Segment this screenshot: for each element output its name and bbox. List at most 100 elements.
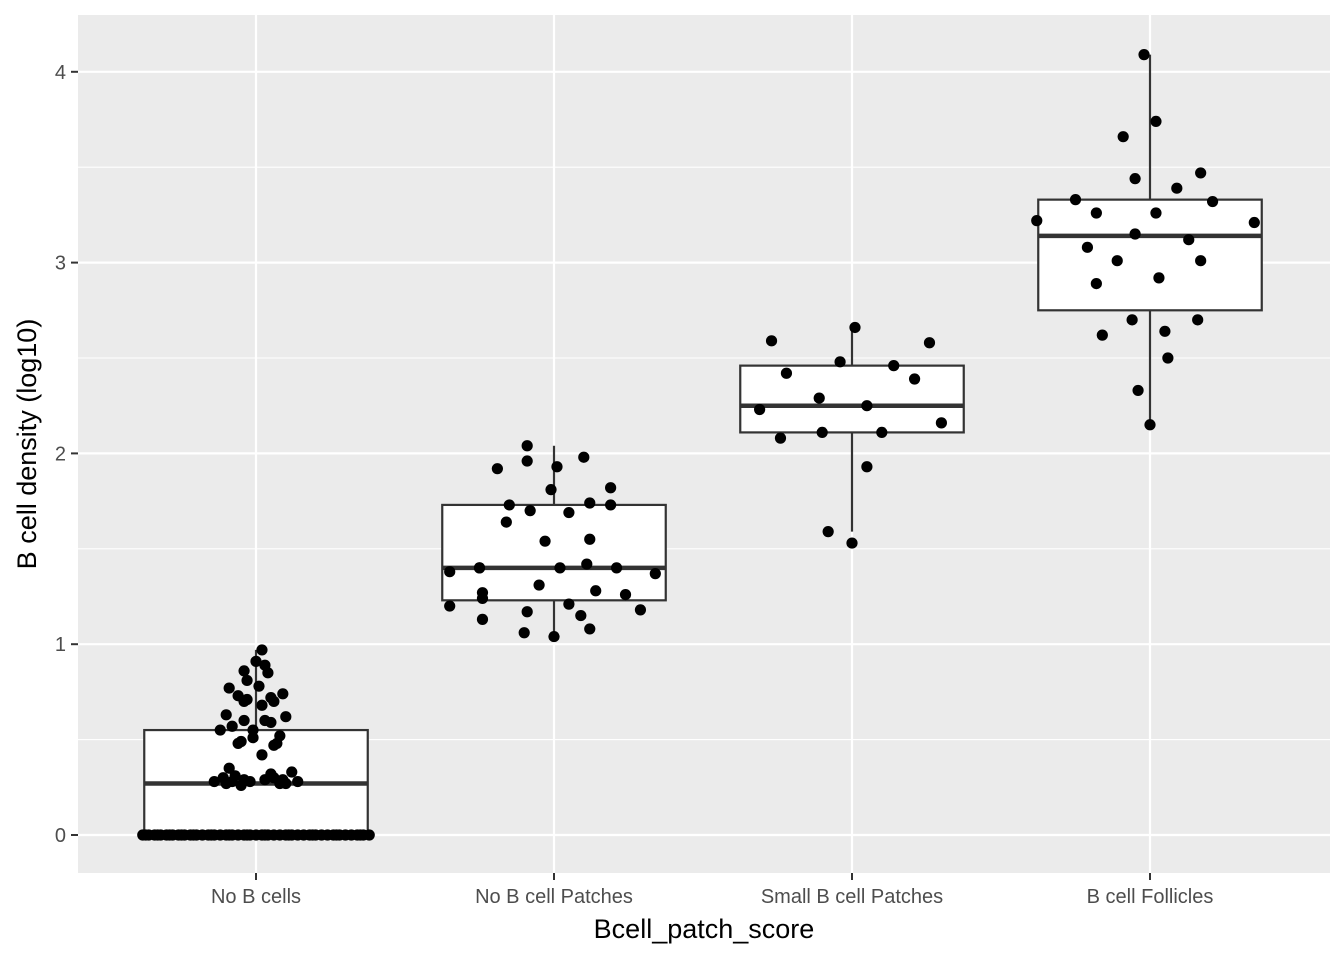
data-point — [581, 558, 593, 570]
box-3 — [739, 327, 965, 532]
data-point — [307, 829, 319, 841]
data-point — [610, 562, 623, 574]
points-layer — [137, 49, 1260, 841]
data-point — [232, 737, 244, 750]
data-point — [1183, 234, 1195, 246]
data-point — [235, 779, 247, 791]
data-point — [256, 749, 268, 761]
data-point — [268, 695, 280, 708]
data-point — [1031, 215, 1043, 227]
data-point — [575, 609, 587, 622]
data-point — [822, 526, 834, 538]
data-point — [1144, 419, 1156, 431]
data-point — [1159, 325, 1171, 337]
data-point — [521, 440, 533, 452]
data-point — [545, 484, 557, 496]
data-point — [1138, 49, 1150, 61]
data-point — [265, 716, 277, 729]
data-point — [619, 588, 632, 601]
data-point — [563, 506, 575, 519]
data-point — [262, 667, 274, 679]
data-point — [238, 695, 250, 708]
y-tick-label: 1 — [55, 634, 66, 656]
data-point — [861, 461, 873, 473]
data-point — [363, 829, 375, 841]
data-point — [1206, 195, 1219, 208]
data-point — [163, 829, 176, 841]
box-1 — [143, 649, 369, 837]
data-point — [1081, 241, 1094, 253]
data-point — [1117, 131, 1129, 143]
data-point — [908, 373, 921, 385]
box-iqr — [441, 503, 667, 602]
data-point — [649, 568, 661, 580]
data-point — [876, 426, 888, 439]
data-point — [923, 337, 936, 349]
data-point — [521, 455, 533, 467]
x-tick-label: No B cell Patches — [475, 886, 633, 908]
data-point — [330, 829, 343, 841]
data-point — [1090, 207, 1102, 219]
data-point — [241, 674, 253, 687]
data-point — [241, 829, 253, 841]
data-point — [765, 335, 778, 347]
data-point — [223, 762, 235, 774]
data-point — [521, 606, 533, 618]
x-tick-label: Small B cell Patches — [761, 886, 943, 908]
data-point — [1162, 352, 1174, 364]
data-point — [888, 360, 900, 372]
data-point — [816, 426, 828, 439]
y-tick-label: 0 — [55, 825, 66, 847]
data-point — [1192, 314, 1204, 326]
data-point — [834, 356, 846, 368]
data-point — [846, 537, 858, 549]
data-point — [238, 714, 250, 727]
data-point — [849, 321, 861, 334]
data-point — [476, 613, 489, 625]
data-point — [140, 829, 152, 841]
data-point — [503, 499, 515, 511]
data-point — [1248, 216, 1260, 229]
data-point — [292, 775, 304, 788]
y-tick-label: 3 — [55, 253, 66, 275]
data-point — [1153, 272, 1165, 284]
data-point — [277, 688, 289, 700]
box-iqr — [1037, 198, 1263, 312]
data-point — [935, 417, 948, 429]
data-point — [634, 604, 647, 616]
data-point — [813, 392, 825, 404]
data-point — [256, 699, 268, 711]
data-point — [1069, 194, 1082, 206]
x-tick-label: No B cells — [211, 886, 301, 908]
data-point — [444, 600, 456, 612]
x-tick-label: B cell Follicles — [1087, 886, 1214, 908]
data-point — [524, 505, 536, 517]
data-point — [220, 709, 232, 721]
data-point — [187, 829, 200, 841]
data-point — [554, 562, 566, 574]
data-point — [214, 724, 226, 736]
x-axis: No B cells No B cell Patches Small B cell … — [211, 873, 1213, 908]
data-point — [205, 829, 217, 841]
data-point — [578, 451, 590, 463]
data-point — [444, 566, 456, 578]
data-point — [584, 497, 596, 509]
data-point — [280, 711, 292, 723]
data-point — [1150, 115, 1162, 128]
data-point — [253, 680, 265, 692]
y-tick-label: 4 — [55, 62, 66, 84]
data-point — [1129, 173, 1141, 185]
data-point — [286, 766, 298, 778]
data-point — [473, 562, 486, 574]
data-point — [226, 720, 238, 732]
data-point — [259, 774, 271, 786]
data-point — [861, 400, 873, 412]
data-point — [175, 829, 188, 841]
data-point — [584, 623, 596, 635]
box-4 — [1037, 54, 1263, 425]
data-point — [774, 432, 787, 444]
data-point — [1195, 167, 1207, 179]
data-point — [223, 829, 235, 841]
data-point — [268, 739, 280, 751]
data-point — [238, 665, 250, 677]
